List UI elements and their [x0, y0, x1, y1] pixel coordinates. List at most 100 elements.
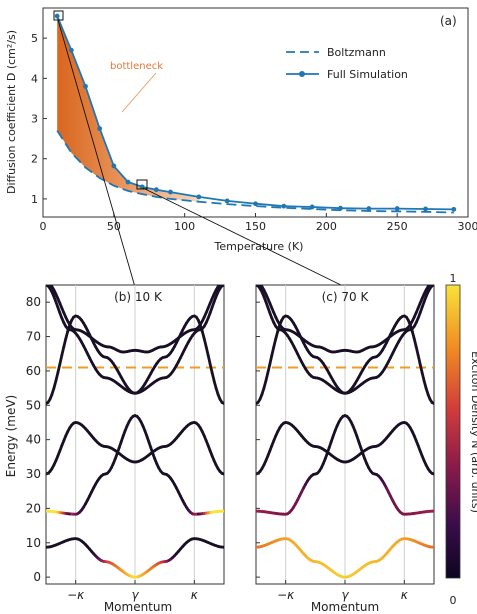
band-segment [256, 282, 258, 283]
y-tick-label: 1 [31, 193, 38, 206]
band-segment [219, 285, 221, 286]
y-tick-label: 2 [31, 153, 38, 166]
panel-a-frame [42, 7, 469, 218]
panel-b-ticks: −κ γ κ 0 10 20 30 40 50 60 70 80 [26, 295, 199, 602]
band-segment [430, 471, 434, 476]
full-simulation-point [281, 203, 287, 209]
full-simulation-point [451, 206, 457, 212]
band-segment [46, 282, 48, 283]
x-tick-label: 200 [316, 220, 337, 233]
x-tick-label: 100 [174, 220, 195, 233]
band-segment [268, 353, 274, 366]
colorbar-tick-0: 0 [450, 594, 457, 607]
energy-tick-label: 60 [26, 364, 41, 378]
colorbar: 0 1 Exciton Density N (arb. units) [445, 272, 477, 607]
panel-a-xlabel: Temperature (K) [214, 240, 304, 253]
full-simulation-point [111, 163, 117, 169]
colorbar-tick-1: 1 [450, 272, 457, 285]
full-simulation-point [125, 179, 131, 185]
full-simulation-point [423, 206, 428, 212]
zoom-connector-70k [142, 187, 346, 288]
k-tick-label: −κ [67, 588, 85, 602]
band-segment [220, 401, 224, 405]
panel-b-xlabel: Momentum [104, 600, 172, 614]
band-segment [216, 285, 221, 288]
panel-b-label: (b) 10 K [114, 290, 163, 304]
band-segment [270, 345, 276, 357]
full-simulation-point [68, 47, 74, 53]
k-tick-label: γ [341, 588, 349, 602]
band-segment [429, 285, 431, 286]
band-segment [60, 345, 66, 357]
full-simulation-point [168, 189, 173, 195]
full-simulation-point [83, 83, 88, 89]
band-segment [430, 285, 434, 288]
band-segment [49, 285, 51, 286]
panel-b-bands [46, 282, 224, 579]
panel-c-label: (c) 70 K [322, 290, 370, 304]
zoom-box-10k [53, 10, 64, 21]
x-tick-label: 50 [107, 220, 121, 233]
energy-tick-label: 40 [26, 433, 41, 447]
band-segment [206, 353, 212, 366]
x-tick-label: 0 [40, 220, 47, 233]
colorbar-label: Exciton Density N (arb. units) [469, 351, 477, 513]
panel-b-ylabel: Energy (meV) [4, 395, 18, 477]
k-tick-label: κ [191, 588, 199, 602]
band-segment [222, 282, 224, 283]
band-segment [56, 362, 62, 375]
bottleneck-region [57, 16, 199, 202]
band-segment [416, 353, 422, 366]
energy-tick-label: 30 [26, 467, 41, 481]
band-segment [266, 362, 272, 375]
full-simulation-point [394, 206, 400, 211]
band-segment [418, 362, 424, 375]
zoom-box-70k [136, 179, 148, 190]
y-tick-label: 4 [31, 72, 38, 85]
full-simulation-point [338, 205, 343, 211]
panel-a-ylabel: Diffusion coefficient D (cm²/s) [5, 30, 18, 194]
panel-a-diffusion: 0 50 100 150 200 250 300 1 2 3 4 5 (a) bottleneck B… [5, 7, 477, 253]
full-simulation-point [253, 201, 258, 207]
band-segment [204, 345, 210, 357]
band-segment [430, 401, 434, 405]
panel-a-ticks: 0 50 100 150 200 250 300 1 2 3 4 5 [31, 32, 477, 233]
panel-c-ticks: −κ γ κ [256, 301, 409, 602]
panel-c-bands [256, 282, 434, 579]
energy-tick-label: 20 [26, 501, 41, 515]
energy-tick-label: 50 [26, 398, 41, 412]
full-simulation-point [309, 204, 315, 210]
energy-tick-label: 10 [26, 536, 41, 550]
y-tick-label: 5 [31, 32, 38, 45]
legend-full-label: Full Simulation [327, 68, 408, 81]
x-tick-label: 250 [387, 220, 408, 233]
band-segment [414, 345, 420, 357]
full-simulation-point [224, 198, 230, 204]
x-tick-label: 300 [458, 220, 477, 233]
band-segment [432, 282, 434, 283]
band-segment [220, 285, 224, 288]
energy-tick-label: 0 [33, 570, 41, 584]
energy-tick-label: 70 [26, 330, 41, 344]
band-segment [208, 362, 214, 375]
energy-tick-label: 80 [26, 295, 41, 309]
band-segment [426, 285, 431, 288]
panel-c-xlabel: Momentum [311, 600, 379, 614]
full-simulation-point [54, 13, 60, 19]
zoom-connector-10k [57, 19, 136, 288]
k-tick-label: κ [401, 588, 409, 602]
panel-a-label: (a) [440, 14, 457, 28]
full-simulation-point [153, 187, 159, 193]
legend-boltzmann-label: Boltzmann [327, 46, 386, 59]
colorbar-gradient [445, 284, 461, 579]
legend-full-marker [299, 71, 305, 77]
x-tick-label: 150 [245, 220, 266, 233]
legend: Boltzmann Full Simulation [286, 46, 408, 81]
band-segment [220, 471, 224, 476]
full-simulation-point [196, 194, 202, 200]
panel-c-bands-70k: −κ γ κ (c) 70 K Momentum [255, 282, 435, 614]
bottleneck-pointer [121, 72, 157, 113]
band-segment [259, 285, 261, 286]
